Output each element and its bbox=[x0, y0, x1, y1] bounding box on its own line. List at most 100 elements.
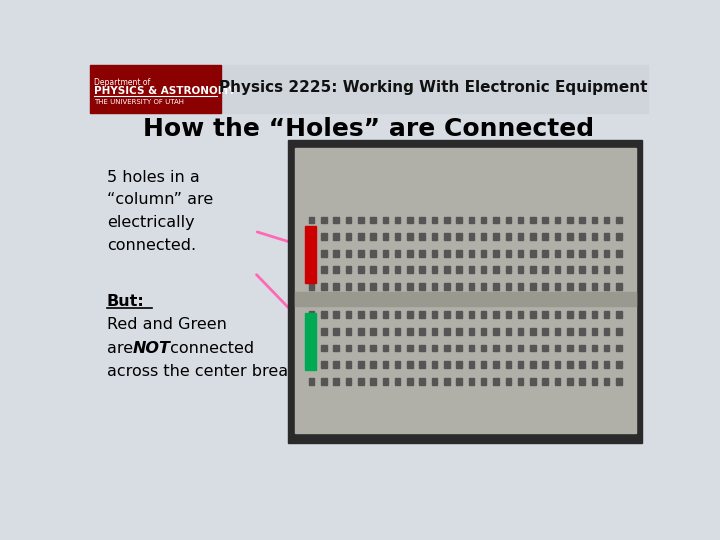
Bar bbox=[358, 266, 364, 273]
Bar bbox=[321, 250, 327, 256]
Bar bbox=[346, 250, 351, 256]
Bar bbox=[567, 283, 572, 290]
Bar bbox=[481, 250, 487, 256]
Bar bbox=[542, 233, 548, 240]
Bar bbox=[554, 217, 560, 223]
Bar bbox=[321, 312, 327, 318]
Bar bbox=[309, 233, 315, 240]
Bar bbox=[616, 266, 622, 273]
Bar bbox=[370, 345, 376, 352]
Bar bbox=[395, 361, 400, 368]
Bar bbox=[346, 217, 351, 223]
Bar bbox=[432, 378, 437, 384]
Bar bbox=[321, 283, 327, 290]
Bar bbox=[493, 233, 499, 240]
Bar bbox=[420, 266, 425, 273]
Bar bbox=[469, 361, 474, 368]
Text: connected: connected bbox=[165, 341, 254, 356]
Bar bbox=[333, 345, 339, 352]
Bar bbox=[481, 266, 487, 273]
Bar bbox=[444, 328, 449, 335]
Bar bbox=[395, 217, 400, 223]
Text: The center break: The center break bbox=[303, 424, 441, 439]
Bar bbox=[420, 361, 425, 368]
Bar bbox=[382, 345, 388, 352]
Text: “column” are: “column” are bbox=[107, 192, 213, 207]
Bar bbox=[444, 312, 449, 318]
Bar bbox=[321, 233, 327, 240]
Bar bbox=[616, 345, 622, 352]
Bar bbox=[456, 250, 462, 256]
Bar bbox=[481, 312, 487, 318]
Bar bbox=[294, 292, 636, 306]
Bar bbox=[305, 313, 316, 369]
Bar bbox=[616, 361, 622, 368]
Bar bbox=[358, 217, 364, 223]
Bar bbox=[518, 312, 523, 318]
Bar bbox=[592, 233, 597, 240]
Text: Red and Green: Red and Green bbox=[107, 317, 227, 332]
Text: across the center break.: across the center break. bbox=[107, 364, 302, 379]
Bar bbox=[309, 378, 315, 384]
Bar bbox=[542, 250, 548, 256]
Bar bbox=[407, 345, 413, 352]
Bar bbox=[407, 328, 413, 335]
Bar bbox=[542, 266, 548, 273]
Bar bbox=[407, 217, 413, 223]
Bar bbox=[481, 217, 487, 223]
Bar bbox=[305, 226, 316, 283]
Bar bbox=[481, 328, 487, 335]
Bar bbox=[420, 217, 425, 223]
Bar bbox=[432, 328, 437, 335]
Bar bbox=[358, 328, 364, 335]
Bar bbox=[309, 250, 315, 256]
Bar bbox=[616, 283, 622, 290]
Bar bbox=[616, 312, 622, 318]
Bar bbox=[358, 250, 364, 256]
Bar bbox=[518, 378, 523, 384]
Bar bbox=[505, 217, 511, 223]
Bar bbox=[604, 233, 609, 240]
Bar bbox=[288, 140, 642, 443]
Bar bbox=[333, 312, 339, 318]
Bar bbox=[395, 266, 400, 273]
Bar bbox=[469, 250, 474, 256]
Bar bbox=[493, 328, 499, 335]
Bar bbox=[444, 217, 449, 223]
Bar bbox=[333, 250, 339, 256]
Text: But:: But: bbox=[107, 294, 145, 309]
Bar bbox=[616, 250, 622, 256]
Text: connected.: connected. bbox=[107, 238, 196, 253]
Bar bbox=[530, 361, 536, 368]
Bar bbox=[407, 361, 413, 368]
Bar bbox=[456, 266, 462, 273]
Bar bbox=[294, 148, 636, 433]
Bar bbox=[469, 378, 474, 384]
Bar bbox=[554, 266, 560, 273]
Bar bbox=[530, 312, 536, 318]
Bar bbox=[358, 312, 364, 318]
Bar bbox=[505, 266, 511, 273]
Bar bbox=[604, 250, 609, 256]
Bar bbox=[505, 345, 511, 352]
Bar bbox=[580, 345, 585, 352]
Bar bbox=[333, 217, 339, 223]
Bar bbox=[346, 378, 351, 384]
Bar bbox=[321, 217, 327, 223]
Bar bbox=[592, 266, 597, 273]
Text: THE UNIVERSITY OF UTAH: THE UNIVERSITY OF UTAH bbox=[94, 99, 184, 105]
Bar bbox=[518, 266, 523, 273]
Bar bbox=[346, 266, 351, 273]
Bar bbox=[456, 328, 462, 335]
Bar bbox=[382, 283, 388, 290]
Bar bbox=[382, 266, 388, 273]
Bar bbox=[567, 328, 572, 335]
Bar bbox=[420, 283, 425, 290]
Bar bbox=[90, 65, 648, 113]
Bar bbox=[370, 328, 376, 335]
Bar bbox=[518, 361, 523, 368]
Bar bbox=[444, 283, 449, 290]
Bar bbox=[309, 266, 315, 273]
Bar bbox=[567, 378, 572, 384]
Bar bbox=[530, 378, 536, 384]
